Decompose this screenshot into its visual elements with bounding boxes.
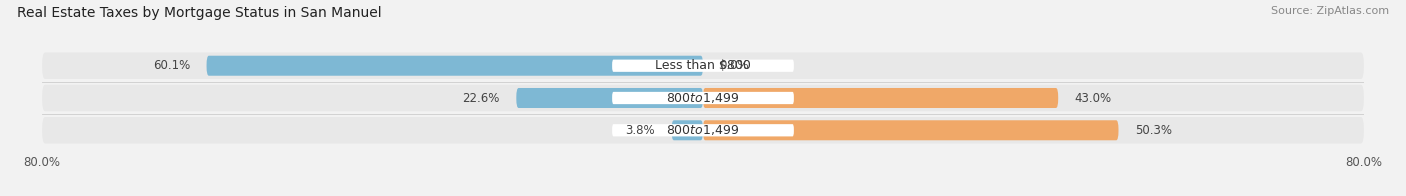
Text: $800 to $1,499: $800 to $1,499 bbox=[666, 91, 740, 105]
Text: 50.3%: 50.3% bbox=[1135, 124, 1173, 137]
Text: 3.8%: 3.8% bbox=[626, 124, 655, 137]
FancyBboxPatch shape bbox=[207, 56, 703, 76]
Text: Source: ZipAtlas.com: Source: ZipAtlas.com bbox=[1271, 6, 1389, 16]
FancyBboxPatch shape bbox=[703, 120, 1119, 140]
Text: 60.1%: 60.1% bbox=[153, 59, 190, 72]
Text: 22.6%: 22.6% bbox=[463, 92, 499, 104]
FancyBboxPatch shape bbox=[42, 117, 1364, 143]
Text: Real Estate Taxes by Mortgage Status in San Manuel: Real Estate Taxes by Mortgage Status in … bbox=[17, 6, 381, 20]
Text: Less than $800: Less than $800 bbox=[655, 59, 751, 72]
FancyBboxPatch shape bbox=[612, 92, 794, 104]
FancyBboxPatch shape bbox=[516, 88, 703, 108]
FancyBboxPatch shape bbox=[42, 85, 1364, 111]
FancyBboxPatch shape bbox=[703, 88, 1059, 108]
FancyBboxPatch shape bbox=[672, 120, 703, 140]
FancyBboxPatch shape bbox=[612, 60, 794, 72]
Text: 0.0%: 0.0% bbox=[720, 59, 749, 72]
Text: $800 to $1,499: $800 to $1,499 bbox=[666, 123, 740, 137]
Text: 43.0%: 43.0% bbox=[1074, 92, 1112, 104]
FancyBboxPatch shape bbox=[612, 124, 794, 136]
FancyBboxPatch shape bbox=[42, 53, 1364, 79]
